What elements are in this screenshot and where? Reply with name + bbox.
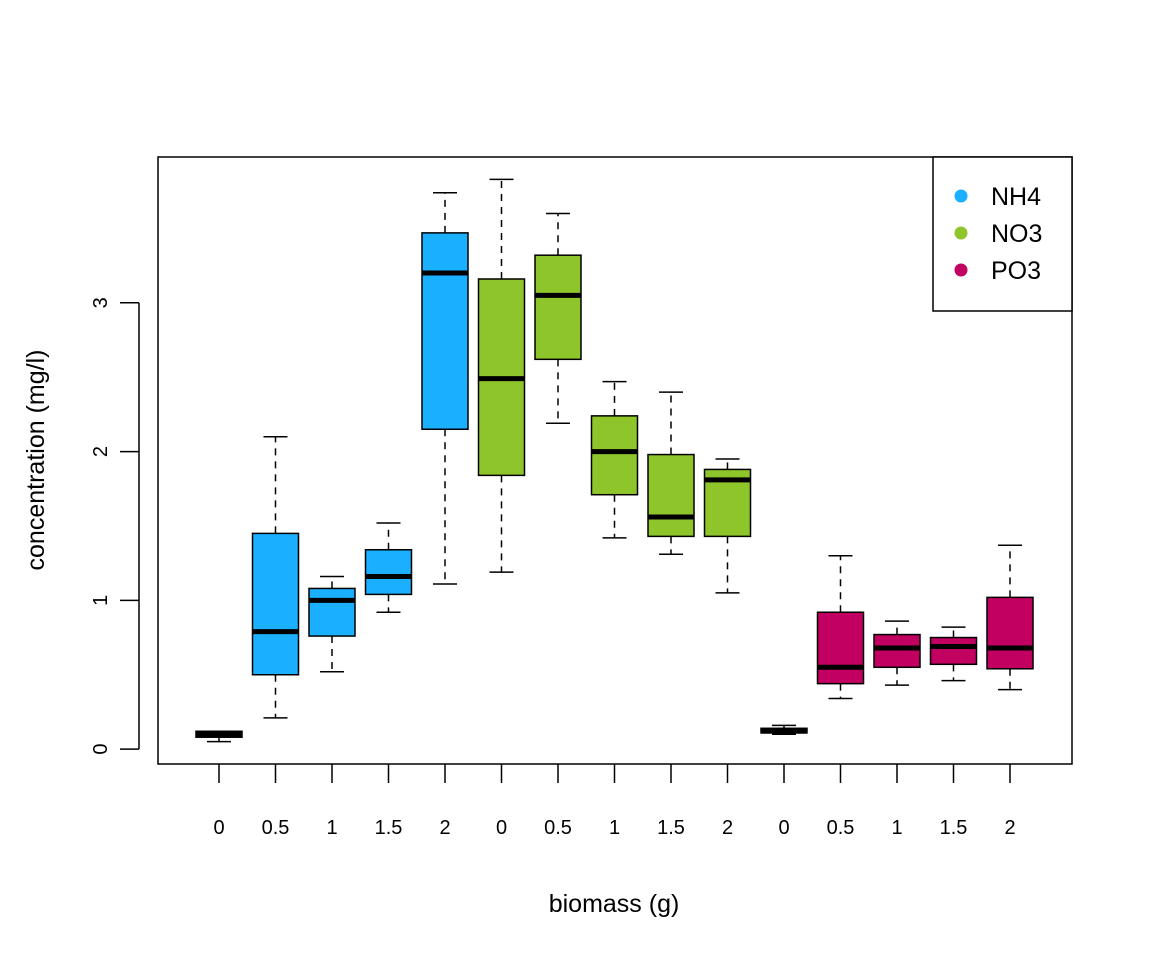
x-axis-title: biomass (g) bbox=[549, 890, 680, 918]
box-iqr bbox=[590, 415, 639, 496]
legend-label-nh4: NH4 bbox=[991, 183, 1041, 211]
x-tick-label: 2 bbox=[722, 817, 733, 839]
box-nh4-2 bbox=[421, 191, 469, 585]
box-iqr bbox=[873, 633, 921, 669]
x-axis: 0 0.5 1 1.5 2 0 0.5 1 1.5 2 0 0.5 1 1.5 2 bbox=[213, 764, 1016, 839]
box-no3-2 bbox=[703, 458, 752, 594]
box-no3-0 bbox=[477, 178, 526, 573]
x-tick-label: 1 bbox=[891, 817, 902, 839]
legend-marker-nh4 bbox=[954, 189, 968, 203]
legend-label-po3: PO3 bbox=[991, 257, 1041, 285]
x-tick-label: 0 bbox=[496, 817, 507, 839]
boxes-layer bbox=[195, 178, 1034, 743]
box-iqr bbox=[251, 532, 300, 676]
box-nh4-1.5 bbox=[364, 522, 413, 613]
box-po3-1.5 bbox=[929, 626, 978, 682]
box-no3-1.5 bbox=[647, 391, 695, 555]
box-po3-2 bbox=[986, 544, 1034, 691]
box-iqr bbox=[986, 596, 1034, 670]
x-tick-label: 0 bbox=[778, 817, 789, 839]
x-tick-label: 0 bbox=[213, 817, 224, 839]
box-no3-0.5 bbox=[534, 212, 582, 425]
box-iqr bbox=[816, 611, 865, 685]
box-nh4-1 bbox=[308, 575, 356, 673]
legend: NH4 NO3 PO3 bbox=[932, 156, 1073, 312]
box-iqr bbox=[534, 254, 582, 361]
box-iqr bbox=[364, 549, 413, 596]
box-po3-1 bbox=[873, 620, 921, 686]
y-tick-label: 3 bbox=[90, 297, 112, 308]
box-po3-0.5 bbox=[816, 554, 865, 700]
x-tick-label: 1.5 bbox=[657, 817, 685, 839]
y-tick-label: 1 bbox=[90, 595, 112, 606]
x-tick-label: 2 bbox=[1004, 817, 1015, 839]
box-nh4-0.5 bbox=[251, 435, 300, 719]
x-tick-label: 0.5 bbox=[262, 817, 290, 839]
legend-label-no3: NO3 bbox=[991, 220, 1042, 248]
y-tick-label: 0 bbox=[90, 744, 112, 755]
box-iqr bbox=[929, 636, 978, 666]
legend-marker-no3 bbox=[954, 226, 968, 240]
legend-marker-po3 bbox=[954, 263, 968, 277]
x-tick-label: 1 bbox=[609, 817, 620, 839]
box-iqr bbox=[308, 587, 356, 637]
x-tick-label: 0.5 bbox=[827, 817, 855, 839]
x-tick-label: 2 bbox=[439, 817, 450, 839]
box-iqr bbox=[421, 232, 469, 431]
x-tick-label: 1 bbox=[326, 817, 337, 839]
box-no3-1 bbox=[590, 380, 639, 539]
box-iqr bbox=[647, 453, 695, 538]
y-axis-title: concentration (mg/l) bbox=[22, 350, 50, 571]
x-tick-label: 1.5 bbox=[375, 817, 403, 839]
y-axis: 0 1 2 3 bbox=[90, 297, 140, 755]
box-nh4-0 bbox=[195, 730, 243, 743]
x-tick-label: 1.5 bbox=[940, 817, 968, 839]
y-tick-label: 2 bbox=[90, 446, 112, 457]
x-tick-label: 0.5 bbox=[544, 817, 572, 839]
box-po3-0 bbox=[760, 724, 808, 735]
